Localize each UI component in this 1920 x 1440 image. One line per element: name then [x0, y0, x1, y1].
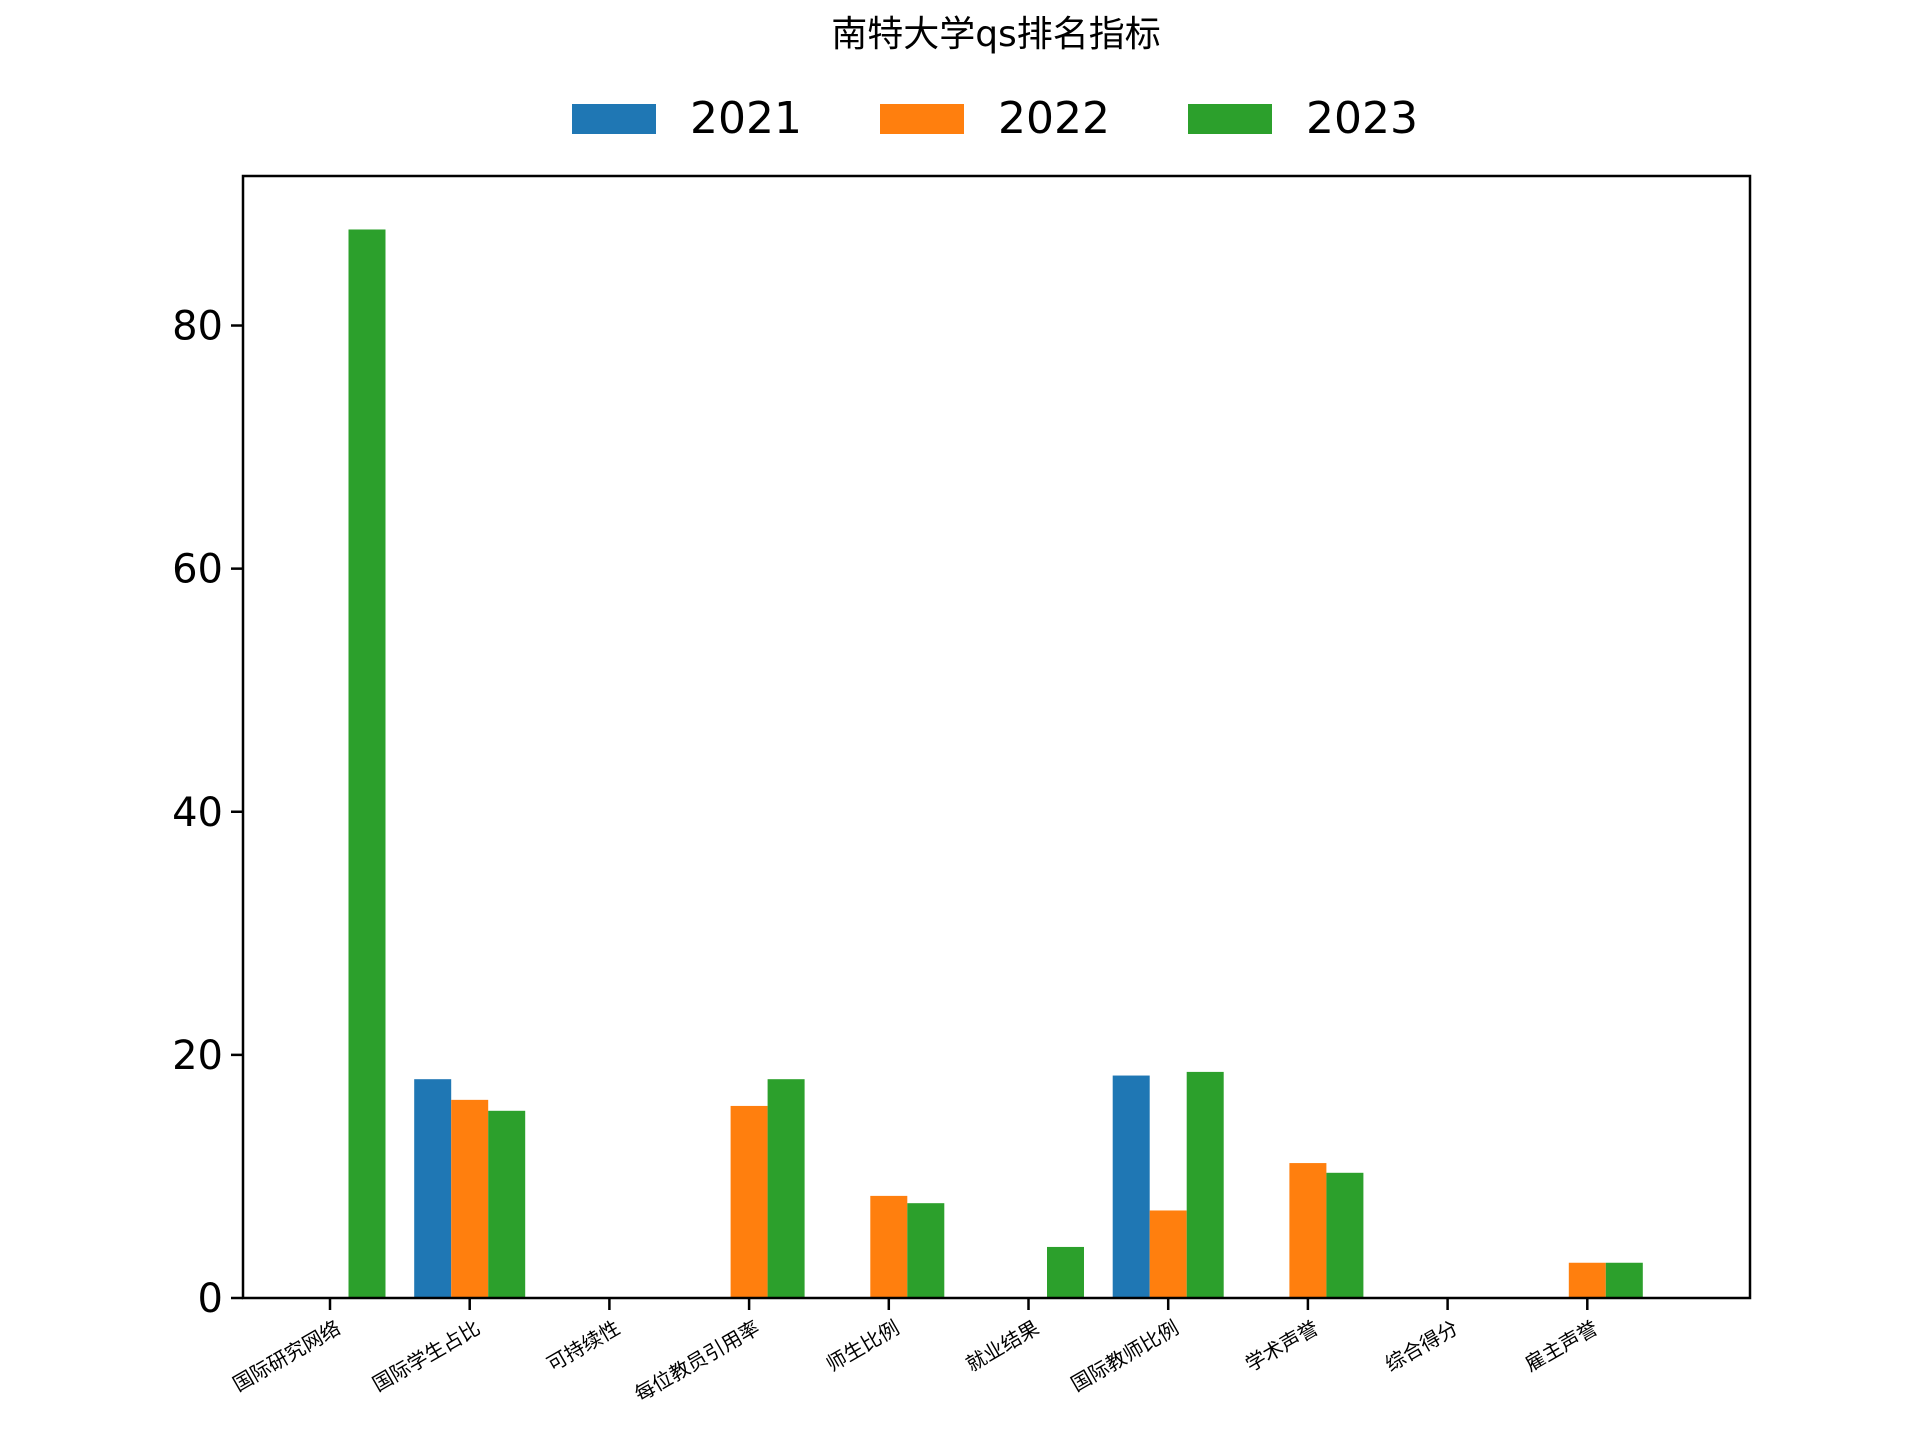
plot-frame [241, 174, 1752, 1300]
bar-2023-4 [907, 1203, 945, 1298]
x-tick-label: 国际教师比例 [1067, 1316, 1183, 1397]
x-tick-label: 可持续性 [543, 1316, 624, 1377]
legend-swatch-2021 [572, 104, 656, 134]
bar-2022-9 [1568, 1262, 1606, 1298]
bar-2022-3 [730, 1105, 768, 1298]
x-tick-label: 就业结果 [962, 1316, 1043, 1377]
bar-2023-0 [348, 229, 386, 1298]
x-tick-label: 学术声誉 [1241, 1316, 1322, 1377]
legend-label-2021: 2021 [690, 93, 802, 144]
bar-2021-6 [1112, 1075, 1150, 1298]
y-tick-label: 80 [172, 304, 223, 350]
bars [348, 229, 1643, 1298]
bar-2023-3 [767, 1079, 805, 1298]
y-tick-label: 60 [172, 547, 223, 593]
y-tick-label: 0 [198, 1276, 223, 1322]
bar-2021-1 [414, 1079, 452, 1298]
bar-2023-1 [488, 1110, 526, 1298]
bar-2023-7 [1326, 1172, 1364, 1298]
bar-2022-1 [451, 1099, 489, 1298]
x-axis: 国际研究网络 国际学生占比 可持续性 每位教员引用率 师生比例 就业结果 国际教师比例 学术声… [229, 1298, 1602, 1406]
legend-swatch-2023 [1188, 104, 1272, 134]
bar-2023-6 [1186, 1071, 1224, 1298]
y-axis: 0 20 40 60 80 [172, 304, 243, 1322]
legend: 2021 2022 2023 [572, 93, 1418, 144]
bar-2022-6 [1149, 1210, 1187, 1298]
bar-2023-5 [1047, 1246, 1084, 1298]
y-tick-label: 20 [172, 1033, 223, 1079]
x-tick-label: 国际研究网络 [229, 1316, 345, 1397]
bar-2022-7 [1289, 1163, 1327, 1298]
legend-label-2022: 2022 [998, 93, 1110, 144]
y-tick-label: 40 [172, 790, 223, 836]
x-tick-label: 国际学生占比 [368, 1316, 484, 1397]
legend-label-2023: 2023 [1306, 93, 1418, 144]
x-tick-label: 师生比例 [822, 1316, 903, 1377]
x-tick-label: 雇主声誉 [1521, 1316, 1602, 1377]
legend-swatch-2022 [880, 104, 964, 134]
bar-2023-9 [1605, 1262, 1643, 1298]
x-tick-label: 每位教员引用率 [630, 1316, 763, 1407]
chart-title: 南特大学qs排名指标 [831, 14, 1161, 55]
bar-2022-4 [870, 1195, 908, 1298]
x-tick-label: 综合得分 [1381, 1316, 1462, 1377]
